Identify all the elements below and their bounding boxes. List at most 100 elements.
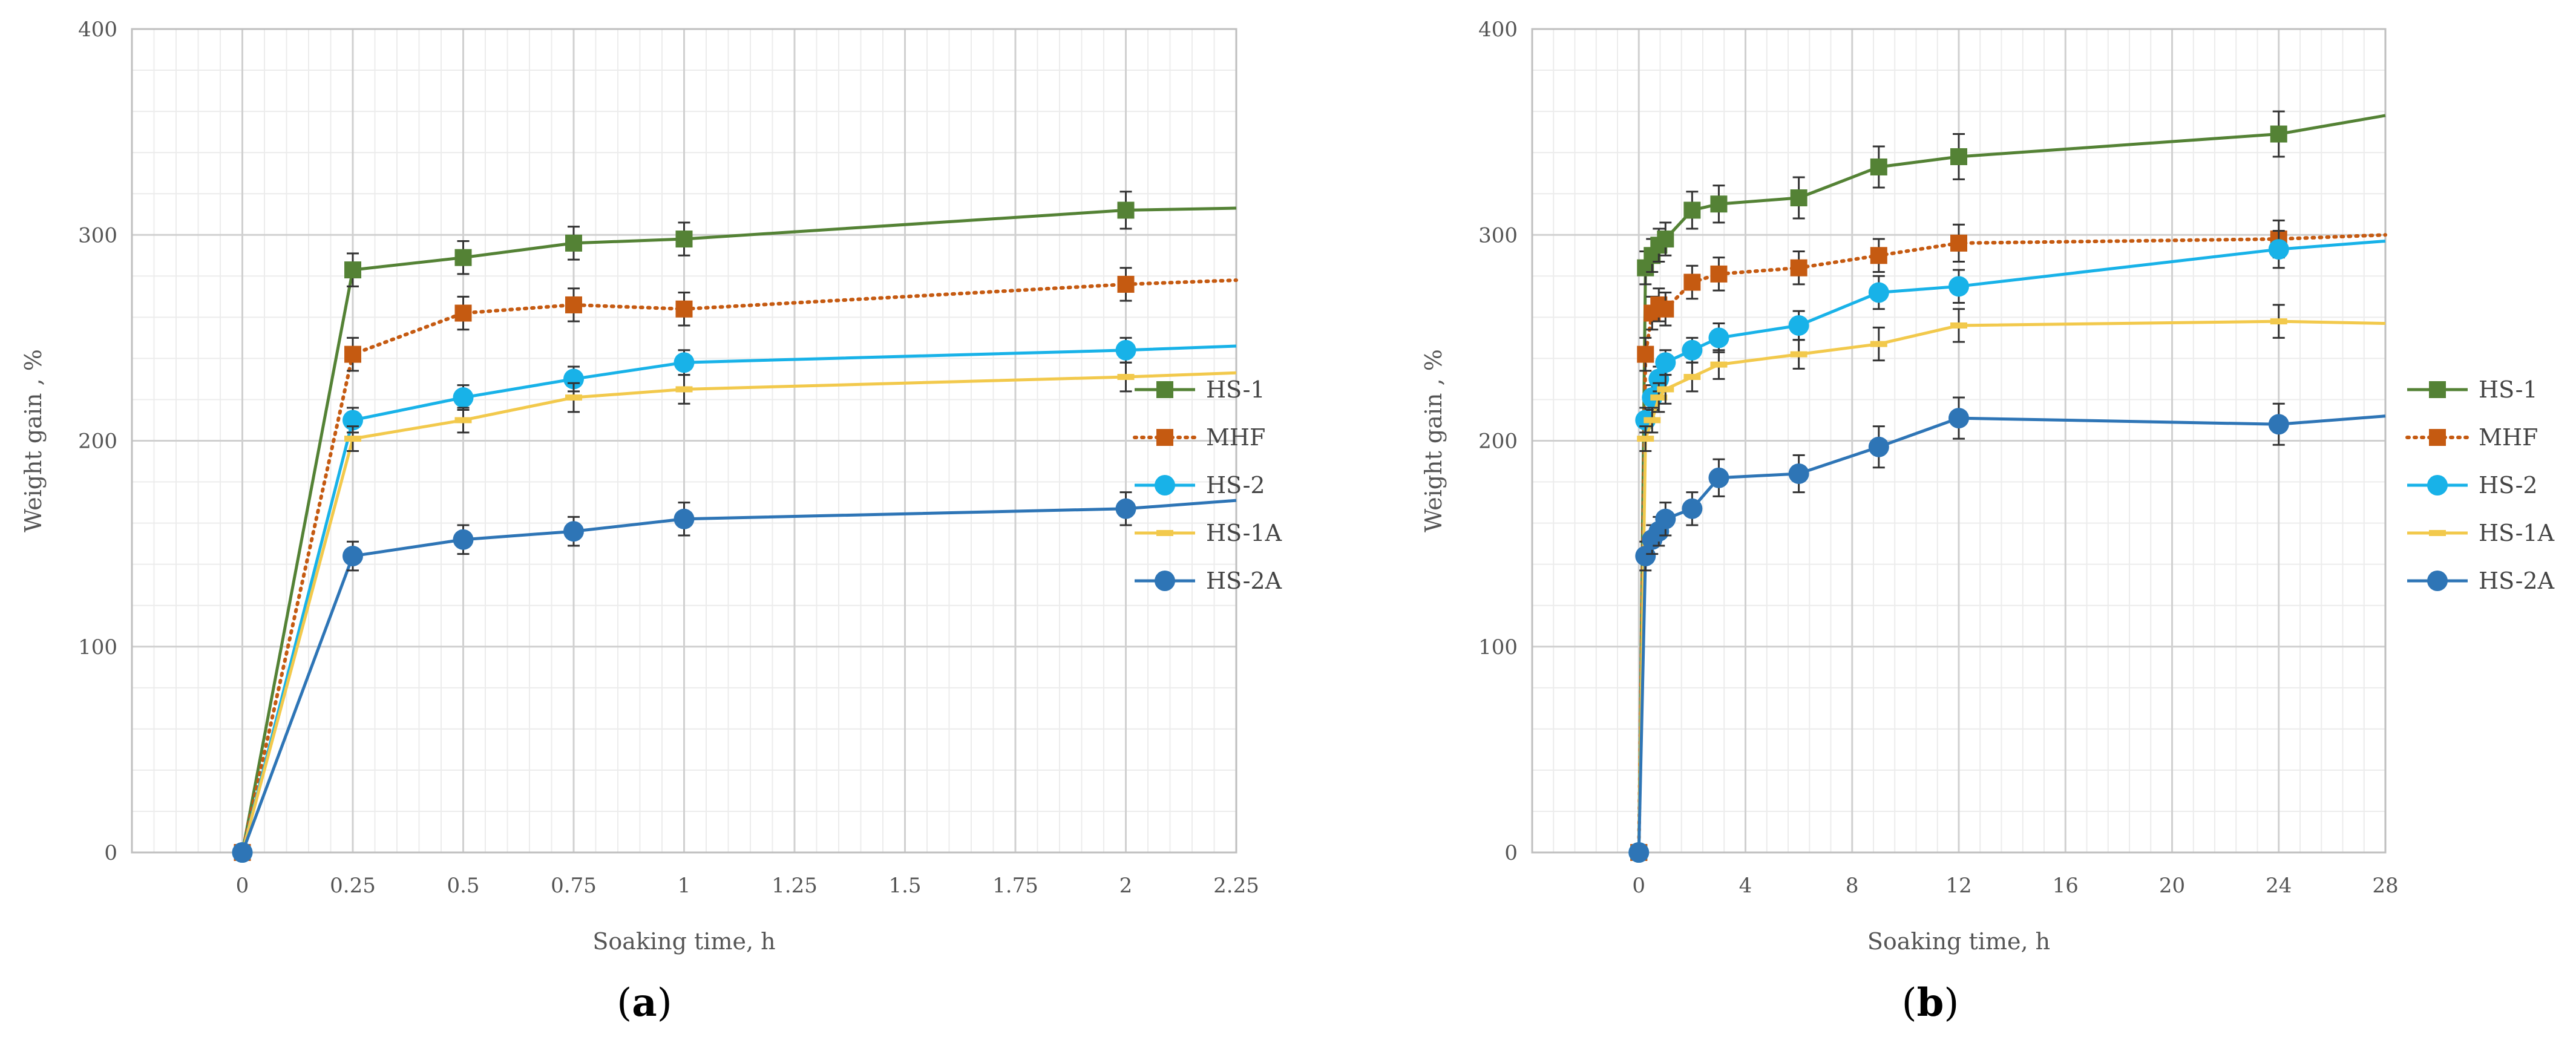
series-HS-2: [232, 336, 1237, 863]
y-tick-label: 0: [1504, 841, 1518, 865]
x-axis-label: Soaking time, h: [1867, 928, 2050, 955]
y-tick-label: 400: [1478, 18, 1518, 42]
legend-item: HS-2A: [1135, 568, 1282, 594]
legend: HS-1 MHF HS-2 HS-1A HS-2A: [2405, 376, 2555, 594]
legend-marker: [1156, 530, 1173, 536]
data-point: [1648, 368, 1670, 390]
data-point: [565, 394, 582, 401]
data-point: [454, 249, 472, 266]
legend-marker: [2427, 571, 2448, 591]
data-point: [344, 261, 361, 279]
data-point: [1655, 352, 1676, 373]
data-point: [1117, 275, 1135, 293]
data-point: [1788, 463, 1809, 484]
data-point: [1657, 231, 1674, 248]
data-point: [1683, 374, 1701, 381]
data-point: [342, 546, 363, 567]
data-point: [1948, 408, 1969, 429]
legend-marker: [1155, 475, 1175, 496]
data-point: [2268, 414, 2289, 435]
series-line: [1637, 233, 2387, 854]
data-point: [1708, 327, 1729, 348]
data-point: [1117, 374, 1135, 381]
data-point: [1950, 148, 1967, 165]
panel-caption: (a): [617, 980, 672, 1026]
legend-label: HS-2: [2479, 472, 2538, 499]
y-tick-label: 100: [78, 635, 117, 659]
legend-marker: [2427, 475, 2448, 496]
x-tick-label: 24: [2266, 874, 2292, 898]
legend-label: HS-2A: [2479, 568, 2555, 594]
x-tick-label: 12: [1945, 874, 1971, 898]
legend-label: HS-1A: [2479, 520, 2555, 546]
series-line: [241, 344, 1237, 853]
data-point: [454, 417, 472, 424]
series-line: [1637, 239, 2386, 853]
data-point: [1790, 259, 1807, 276]
x-tick-label: 8: [1846, 874, 1859, 898]
data-point: [454, 304, 472, 322]
legend-item: HS-1A: [2407, 520, 2555, 546]
data-point: [342, 410, 363, 431]
legend-marker: [2429, 530, 2446, 536]
y-tick-label: 100: [1478, 635, 1518, 659]
y-tick-label: 200: [1478, 430, 1518, 454]
data-point: [1683, 273, 1701, 291]
x-tick-label: 0: [236, 874, 249, 898]
data-point: [675, 231, 693, 248]
series-HS-2A: [232, 491, 1237, 863]
data-point: [1683, 201, 1701, 219]
legend-label: HS-1A: [1206, 520, 1282, 546]
series-line: [1637, 114, 2386, 853]
data-point: [1637, 436, 1654, 442]
legend-item: HS-2A: [2407, 568, 2555, 594]
data-point: [563, 521, 584, 542]
series-HS-1A: [1630, 304, 2386, 855]
legend-marker: [1156, 429, 1173, 446]
data-point: [1644, 417, 1661, 424]
data-point: [1637, 345, 1654, 363]
data-point: [1682, 339, 1703, 361]
y-tick-label: 200: [78, 430, 117, 454]
legend-label: HS-2A: [1206, 568, 1282, 594]
data-point: [1628, 842, 1650, 863]
series-HS-2A: [1628, 396, 2386, 863]
data-point: [1710, 265, 1728, 283]
legend-label: HS-2: [1206, 472, 1265, 499]
chart-panel-a: 0 0.25 0.5 0.75 1 1.25 1.5 1.75 2 2.25 0 100 200 300 4…: [20, 18, 1282, 1026]
legend-item: HS-1A: [1135, 520, 1282, 546]
legend-marker: [1156, 381, 1173, 398]
data-point: [2270, 318, 2287, 325]
data-point: [1870, 247, 1887, 264]
legend-marker: [1155, 571, 1175, 591]
data-point: [675, 386, 693, 393]
legend-item: HS-1: [2407, 376, 2538, 403]
legend-item: MHF: [1133, 424, 1265, 451]
data-point: [1657, 300, 1674, 318]
data-point: [1870, 341, 1887, 347]
x-tick-label: 1.75: [992, 874, 1038, 898]
data-point: [1708, 467, 1729, 488]
plot-area-border: [131, 28, 1237, 854]
data-point: [563, 368, 584, 390]
x-tick-label: 2: [1119, 874, 1133, 898]
legend-label: MHF: [2479, 424, 2538, 451]
legend-label: HS-1: [1206, 376, 1265, 403]
data-point: [565, 234, 582, 252]
data-point: [1950, 322, 1967, 329]
data-point: [1790, 351, 1807, 358]
chart-panel-b: 0 4 8 12 16 20 24 28 0 100 200 300 400 Soaking time, …: [1420, 18, 2555, 1026]
x-tick-label: 0.5: [447, 874, 479, 898]
series-MHF: [1630, 219, 2387, 861]
data-point: [453, 529, 474, 550]
legend-marker: [2429, 429, 2446, 446]
y-axis-label: Weight gain , %: [20, 349, 47, 532]
legend: HS-1 MHF HS-2 HS-1A HS-2A: [1133, 376, 1282, 594]
x-tick-label: 20: [2159, 874, 2185, 898]
x-tick-label: 0.75: [551, 874, 597, 898]
legend-item: HS-2: [2407, 472, 2538, 499]
data-point: [2270, 125, 2287, 143]
panel-letter: a: [632, 980, 657, 1026]
data-point: [1115, 498, 1136, 519]
